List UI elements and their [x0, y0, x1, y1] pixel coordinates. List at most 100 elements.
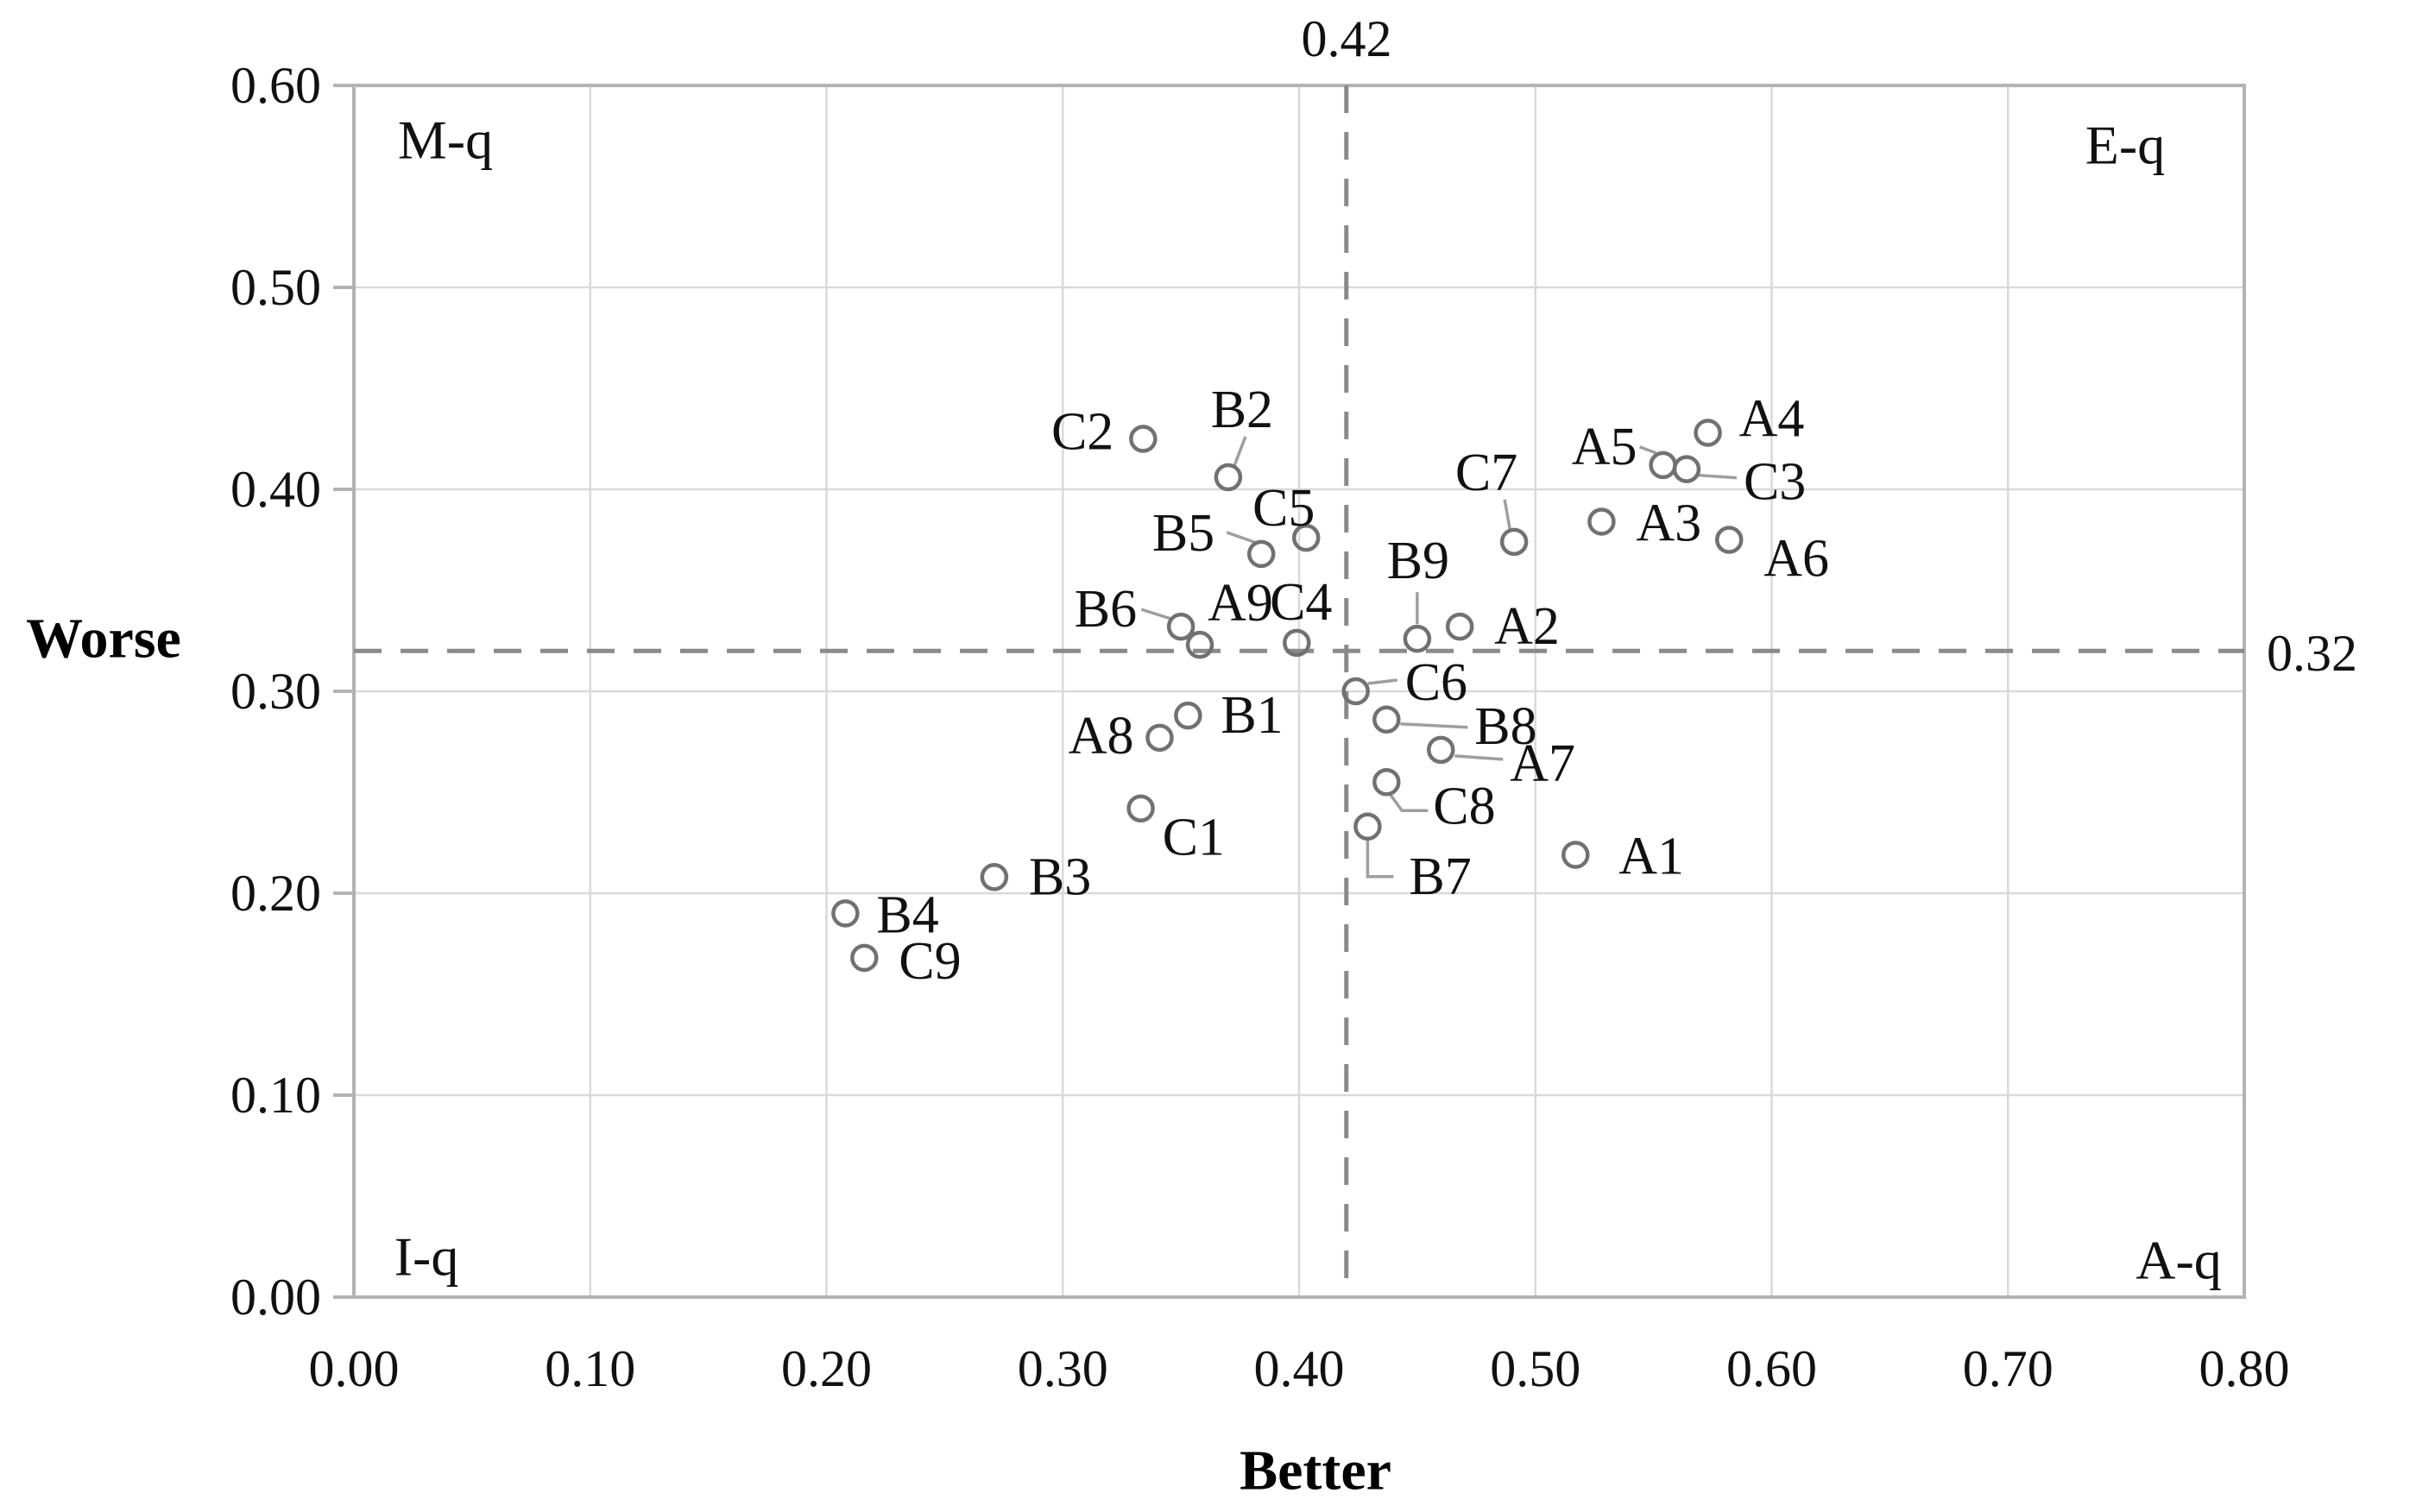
data-point-marker	[1445, 612, 1474, 641]
data-point-marker	[1499, 527, 1529, 557]
label-leader-line	[1388, 793, 1429, 813]
data-point-C1: C1	[1126, 794, 1225, 867]
data-point-label: C9	[899, 932, 961, 991]
data-point-C3: C3	[1672, 453, 1806, 512]
y-tick-label: 0.00	[230, 1269, 321, 1326]
x-tick-label: 0.60	[1726, 1340, 1817, 1397]
label-leader-line	[1366, 840, 1394, 879]
data-point-marker	[1185, 630, 1214, 659]
data-point-label: B6	[1075, 580, 1137, 639]
data-point-A9: A9	[1185, 574, 1273, 659]
data-point-label: C5	[1252, 479, 1315, 538]
data-point-label: C6	[1405, 653, 1467, 712]
data-point-C7: C7	[1455, 444, 1529, 557]
data-point-label: C1	[1163, 809, 1225, 867]
data-point-label: A2	[1494, 597, 1560, 656]
data-point-label: B4	[876, 885, 938, 944]
label-leader-line	[1400, 722, 1468, 729]
data-point-label: C7	[1455, 444, 1517, 502]
data-point-A7: A7	[1427, 734, 1575, 793]
data-point-label: B8	[1474, 697, 1536, 756]
data-point-B3: B3	[980, 847, 1091, 906]
data-point-marker	[1649, 450, 1677, 480]
data-point-label: B3	[1029, 847, 1091, 906]
label-leader-line	[1454, 754, 1504, 761]
data-point-marker	[1372, 768, 1401, 797]
x-tick-label: 0.20	[781, 1340, 872, 1397]
axis-ticks-layer: 0.00 0.10 0.20 0.30 0.40 0.50 0.60 0.00 0.10 0.20…	[230, 57, 2290, 1397]
data-point-A3: A3	[1587, 494, 1701, 552]
data-point-label: A4	[1739, 389, 1805, 448]
data-point-label: B2	[1211, 381, 1273, 439]
data-point-B8: B8	[1372, 697, 1537, 756]
data-point-label: A5	[1572, 418, 1637, 476]
data-point-label: B7	[1409, 847, 1471, 906]
label-leader-line	[1638, 445, 1657, 455]
y-tick-label: 0.60	[230, 57, 321, 114]
data-point-B2: B2	[1211, 381, 1273, 492]
data-point-C9: C9	[850, 932, 962, 991]
label-leader-line	[1503, 499, 1511, 530]
label-leader-line	[1233, 436, 1247, 467]
data-point-marker	[831, 899, 860, 928]
data-point-B5: B5	[1152, 504, 1276, 569]
data-point-marker	[1353, 812, 1382, 841]
data-point-label: A3	[1636, 494, 1701, 552]
data-point-B4: B4	[831, 885, 939, 944]
gridlines-layer	[354, 85, 2244, 1297]
data-point-A5: A5	[1572, 418, 1677, 480]
data-point-marker	[1145, 723, 1174, 753]
data-point-marker	[1694, 419, 1722, 447]
data-point-marker	[1126, 794, 1155, 822]
data-point-label: C3	[1744, 453, 1806, 512]
y-tick-label: 0.30	[230, 663, 321, 720]
data-point-label: A9	[1208, 574, 1273, 633]
x-tick-label: 0.30	[1018, 1340, 1108, 1397]
data-point-marker	[850, 943, 879, 973]
y-axis-title: Worse	[26, 608, 181, 671]
x-tick-label: 0.50	[1490, 1340, 1580, 1397]
y-tick-label: 0.20	[230, 865, 321, 922]
data-point-C5: C5	[1252, 479, 1321, 552]
data-point-B1: B1	[1174, 686, 1284, 745]
data-point-A4: A4	[1694, 389, 1805, 448]
quadrant-label-bottom-left: I-q	[394, 1226, 459, 1288]
data-point-marker	[1714, 526, 1744, 554]
data-point-label: B1	[1221, 686, 1283, 745]
ref-line-y-value-label: 0.32	[2267, 625, 2357, 682]
x-tick-label: 0.70	[1963, 1340, 2054, 1397]
data-point-A6: A6	[1714, 526, 1829, 589]
data-point-label: A6	[1763, 530, 1829, 589]
quadrant-label-top-left: M-q	[398, 110, 493, 171]
data-point-marker	[1341, 677, 1370, 706]
data-point-marker	[1587, 507, 1616, 536]
y-tick-label: 0.40	[230, 461, 321, 518]
data-point-A8: A8	[1069, 707, 1174, 765]
data-point-marker	[1291, 523, 1321, 552]
data-point-marker	[1174, 701, 1202, 730]
data-point-C8: C8	[1372, 768, 1496, 835]
quadrant-label-top-right: E-q	[2085, 115, 2165, 176]
quadrant-label-bottom-right: A-q	[2136, 1230, 2222, 1291]
label-leader-line	[1140, 608, 1172, 621]
data-points-layer: A1 A2 A3 A4 A5 A6 A7 A8 A9 B1 B2 B3 B4 B5 B6 B7 B8 B9 C1 C2…	[831, 381, 1829, 991]
x-axis-title: Better	[1240, 1440, 1391, 1503]
x-tick-label: 0.40	[1254, 1340, 1345, 1397]
data-point-marker	[1427, 735, 1455, 765]
data-point-marker	[1283, 628, 1311, 658]
data-point-label: A7	[1510, 734, 1575, 793]
data-point-label: C2	[1051, 403, 1114, 462]
data-point-marker	[1129, 425, 1158, 453]
data-point-label: C4	[1270, 573, 1332, 632]
data-point-label: A1	[1618, 828, 1684, 886]
y-tick-label: 0.50	[230, 259, 321, 316]
x-tick-label: 0.10	[545, 1340, 635, 1397]
data-point-B9: B9	[1387, 532, 1449, 653]
ref-line-x-value-label: 0.42	[1302, 10, 1392, 67]
data-point-label: B9	[1387, 532, 1449, 590]
label-leader-line	[1697, 473, 1738, 480]
label-leader-line	[1367, 678, 1397, 685]
data-point-A2: A2	[1445, 597, 1560, 656]
